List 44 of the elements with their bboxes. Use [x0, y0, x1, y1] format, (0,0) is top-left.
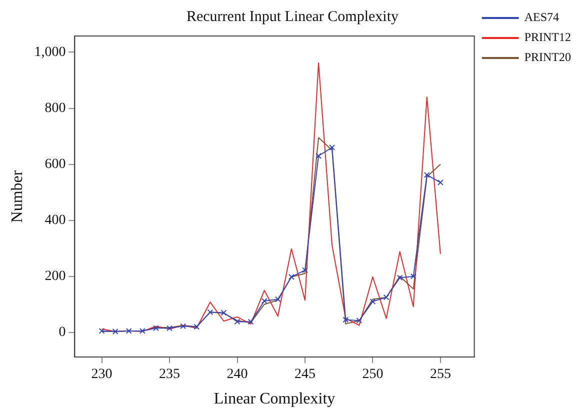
point [234, 318, 240, 325]
y-tick-label: 200 [44, 269, 66, 284]
point [410, 273, 416, 280]
point [302, 267, 308, 274]
point [220, 310, 227, 316]
legend-label: PRINT20 [524, 50, 571, 64]
x-tick-label: 250 [362, 367, 384, 382]
y-tick-label: 0 [58, 325, 66, 340]
point [180, 323, 186, 330]
point [153, 325, 159, 332]
point [437, 180, 444, 186]
y-tick-label: 400 [44, 212, 66, 228]
y-tick-label: 800 [44, 100, 66, 116]
point [396, 274, 403, 281]
point [139, 328, 146, 334]
point [288, 274, 294, 280]
y-tick-label: 1,000 [34, 44, 66, 60]
y-axis-title: Number [8, 170, 26, 223]
chart-title: Recurrent Input Linear Complexity [186, 8, 400, 25]
point [383, 294, 390, 300]
x-tick-label: 240 [226, 367, 248, 382]
legend-label: PRINT12 [524, 30, 571, 44]
point [112, 328, 118, 334]
x-tick-label: 255 [430, 367, 451, 382]
point [342, 316, 349, 323]
point [329, 144, 336, 150]
point [166, 325, 173, 332]
point [370, 298, 376, 305]
point [194, 324, 200, 330]
point [356, 318, 362, 324]
legend-label: AES74 [524, 10, 559, 24]
point [316, 152, 322, 159]
x-tick-label: 230 [91, 367, 112, 382]
point [248, 318, 254, 325]
point [274, 296, 281, 302]
y-tick-label: 600 [44, 156, 66, 172]
point [424, 172, 430, 178]
point [98, 328, 105, 334]
x-tick-label: 235 [159, 367, 180, 382]
point [126, 328, 132, 334]
x-axis-title: Linear Complexity [214, 390, 336, 408]
point [261, 298, 268, 304]
point [207, 309, 214, 316]
x-tick-label: 245 [294, 367, 316, 382]
